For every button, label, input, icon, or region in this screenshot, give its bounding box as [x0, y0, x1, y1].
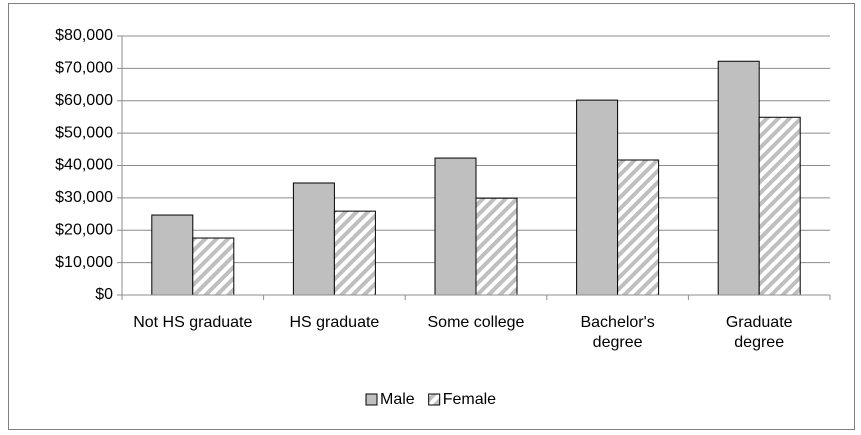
y-tick-label: $0: [95, 286, 113, 303]
y-tick-label: $60,000: [55, 92, 113, 109]
x-tick-label: HS graduate: [289, 314, 380, 331]
y-tick-label: $10,000: [55, 254, 113, 271]
y-tick-label: $80,000: [55, 27, 113, 44]
legend-label: Female: [443, 391, 496, 408]
bar: [758, 116, 801, 296]
legend-swatch: [365, 393, 378, 406]
legend-swatch: [428, 393, 441, 406]
bar: [333, 210, 376, 296]
y-tick-label: $70,000: [55, 60, 113, 77]
x-tick-label: Some college: [427, 314, 525, 331]
bar: [151, 214, 194, 296]
bar: [434, 157, 477, 296]
bar: [576, 99, 619, 296]
y-tick-label: $50,000: [55, 124, 113, 141]
y-tick-label: $40,000: [55, 157, 113, 174]
chart-frame: [8, 3, 855, 430]
bar: [192, 237, 235, 296]
x-tick-label: Not HS graduate: [133, 314, 253, 331]
y-tick-label: $30,000: [55, 189, 113, 206]
bar: [292, 182, 335, 296]
bar: [475, 197, 518, 296]
legend-label: Male: [380, 391, 415, 408]
x-tick-label: Bachelor's degree: [580, 314, 655, 351]
bar: [717, 60, 760, 296]
y-tick-label: $20,000: [55, 221, 113, 238]
bar: [617, 159, 660, 296]
x-tick-label: Graduate degree: [725, 314, 793, 351]
